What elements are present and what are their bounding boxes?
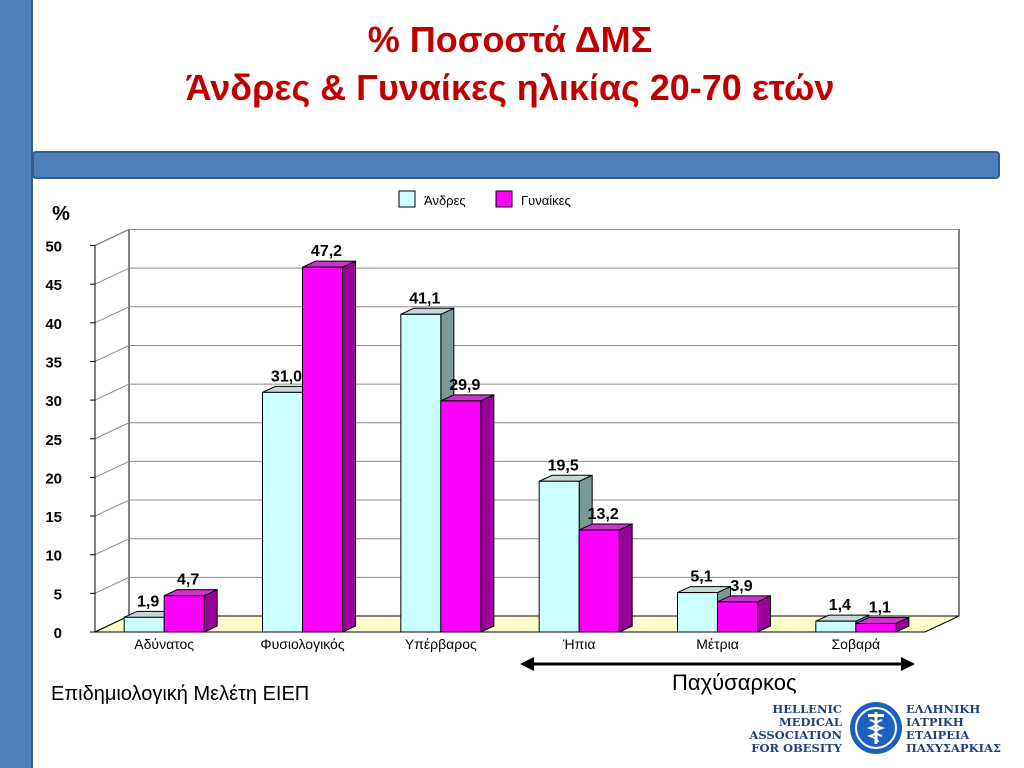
- y-axis-label: %: [52, 203, 70, 225]
- gridline: [94, 344, 959, 362]
- slide-subtitle: Άνδρες & Γυναίκες ηλικίας 20-70 ετών: [185, 67, 835, 108]
- y-tick-label: 15: [45, 509, 62, 526]
- gridline: [94, 499, 959, 517]
- gridline: [94, 306, 959, 324]
- data-label: 1,4: [829, 597, 851, 614]
- data-label: 5,1: [690, 569, 712, 586]
- data-label: 41,1: [409, 290, 440, 307]
- bar-men: [538, 480, 580, 633]
- source-footnote: Επιδημιολογική Μελέτη ΕΙΕΠ: [51, 683, 310, 705]
- bar-men: [262, 391, 303, 633]
- x-category-label: Υπέρβαρος: [405, 636, 477, 652]
- data-label: 1,1: [869, 599, 891, 616]
- slide-title: % Ποσοστά ΔΜΣ: [367, 19, 653, 60]
- gridline: [94, 422, 959, 440]
- association-logo: HELLENIC MEDICAL ASSOCIATION FOR OBESITY…: [746, 700, 1008, 764]
- legend-swatch: [398, 190, 416, 208]
- caduceus-emblem-icon: [850, 702, 902, 754]
- x-category-label: Αδύνατος: [134, 636, 194, 652]
- bar-side: [480, 394, 495, 633]
- bar-women: [302, 266, 343, 633]
- title-divider-bar: [32, 151, 1000, 179]
- y-tick-label: 35: [45, 354, 62, 371]
- bar-side: [203, 588, 218, 633]
- bar-men: [677, 592, 718, 633]
- legend-swatch: [495, 190, 513, 208]
- gridline: [94, 576, 959, 594]
- bar-side: [618, 523, 633, 633]
- y-tick-label: 45: [45, 277, 62, 294]
- x-category-label: Φυσιολογικός: [260, 636, 344, 652]
- legend-label: Γυναίκες: [521, 193, 571, 208]
- data-label: 19,5: [548, 457, 579, 474]
- y-tick-label: 5: [54, 586, 62, 603]
- bar-women: [578, 529, 620, 633]
- legend-label: Άνδρες: [424, 193, 466, 208]
- data-label: 31,0: [271, 368, 302, 385]
- data-label: 47,2: [311, 243, 342, 260]
- y-tick-label: 10: [45, 548, 62, 565]
- y-tick-label: 20: [45, 470, 62, 487]
- bar-women: [717, 601, 758, 633]
- data-label: 13,2: [588, 506, 619, 523]
- data-label: 1,9: [137, 593, 159, 610]
- bar-men: [123, 616, 165, 633]
- gridline: [94, 460, 959, 478]
- bar-women: [855, 622, 897, 633]
- y-tick-label: 0: [54, 625, 62, 642]
- bar-side: [342, 260, 356, 633]
- bar-women: [163, 595, 205, 633]
- gridline: [94, 229, 959, 246]
- y-tick-label: 40: [45, 316, 62, 333]
- bar-women: [440, 400, 482, 633]
- obese-bracket-label: Παχύσαρκος: [672, 670, 797, 695]
- bracket-arrow-left: [520, 657, 534, 671]
- data-label: 4,7: [177, 572, 199, 589]
- y-tick-label: 50: [45, 239, 62, 256]
- left-accent-bar: [0, 0, 33, 768]
- data-label: 29,9: [449, 377, 480, 394]
- y-tick-label: 25: [45, 432, 62, 449]
- gridline: [94, 538, 959, 556]
- x-category-label: Σοβαρά: [832, 636, 881, 652]
- gridline: [94, 383, 959, 401]
- bar-men: [400, 313, 442, 633]
- logo-greek-text: ΕΛΛΗΝΙΚΗ ΙΑΤΡΙΚΗ ΕΤΑΙΡΕΙΑ ΠΑΧΥΣΑΡΚΙΑΣ: [906, 702, 1002, 755]
- gridline: [94, 267, 959, 285]
- data-label: 3,9: [730, 578, 752, 595]
- logo-english-text: HELLENIC MEDICAL ASSOCIATION FOR OBESITY: [749, 702, 842, 755]
- x-category-label: Μέτρια: [696, 636, 739, 652]
- bar-men: [815, 620, 857, 633]
- bracket-arrow-right: [901, 657, 915, 671]
- y-tick-label: 30: [45, 393, 62, 410]
- x-category-label: Ήπια: [562, 636, 596, 652]
